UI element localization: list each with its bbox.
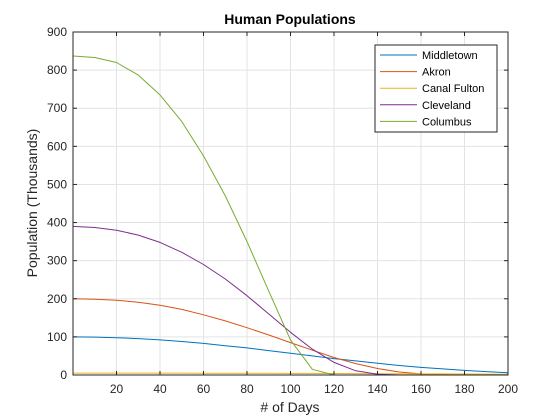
x-tick-label: 140 — [367, 382, 387, 396]
x-tick-label: 60 — [197, 382, 211, 396]
x-tick-label: 100 — [280, 382, 300, 396]
legend-label-akron: Akron — [422, 67, 451, 79]
y-tick-label: 300 — [47, 254, 67, 268]
chart-title: Human Populations — [224, 11, 356, 27]
legend-label-columbus: Columbus — [422, 116, 472, 128]
axis-ticks: 20 40 60 80 100 120 140 160 180 200 0 100 200 300 400 5… — [47, 25, 518, 396]
y-tick-label: 900 — [47, 25, 67, 39]
legend-box — [374, 44, 498, 133]
x-tick-label: 20 — [110, 382, 124, 396]
x-tick-label: 120 — [324, 382, 344, 396]
x-tick-label: 80 — [240, 382, 254, 396]
y-tick-label: 400 — [47, 216, 67, 230]
legend-label-middletown: Middletown — [422, 50, 478, 62]
y-tick-label: 100 — [47, 330, 67, 344]
y-tick-label: 0 — [60, 368, 67, 382]
x-tick-label: 200 — [498, 382, 518, 396]
y-tick-label: 800 — [47, 63, 67, 77]
y-tick-label: 500 — [47, 177, 67, 191]
legend: Middletown Akron Canal Fulton Cleveland Colu… — [374, 44, 498, 133]
x-tick-label: 180 — [454, 382, 474, 396]
y-tick-label: 200 — [47, 292, 67, 306]
y-tick-label: 600 — [47, 139, 67, 153]
series-line-middletown — [72, 336, 509, 374]
y-tick-label: 700 — [47, 101, 67, 115]
y-axis-label: Population (Thousands) — [24, 129, 40, 278]
x-tick-label: 160 — [411, 382, 431, 396]
legend-label-canal-fulton: Canal Fulton — [422, 83, 484, 95]
x-axis-label: # of Days — [260, 399, 319, 415]
legend-label-cleveland: Cleveland — [422, 100, 471, 112]
x-tick-label: 40 — [153, 382, 167, 396]
